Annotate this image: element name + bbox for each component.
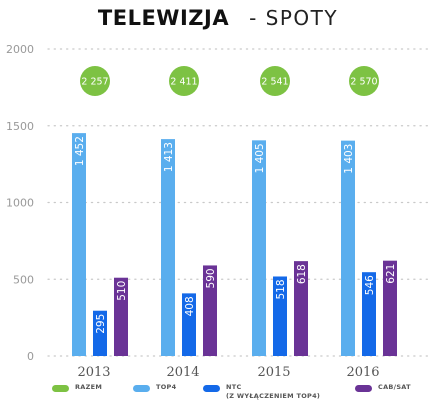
y-tick-label: 1000 xyxy=(6,197,34,210)
x-tick-label: 2014 xyxy=(166,365,199,380)
legend-label-ntc-line2: (Z WYŁĄCZENIEM TOP4) xyxy=(226,392,321,400)
y-tick-label: 2000 xyxy=(6,43,34,56)
bar xyxy=(182,293,196,356)
bar-value-label: 546 xyxy=(364,275,376,295)
total-badge xyxy=(349,66,379,96)
legend-swatch-top4 xyxy=(133,385,150,392)
legend-swatch-cabsat xyxy=(355,385,372,392)
bar-value-label: 590 xyxy=(205,268,217,288)
chart-title-main: TELEWIZJA xyxy=(97,6,230,30)
legend-item-top4: TOP4 xyxy=(133,383,176,392)
bar xyxy=(341,140,355,356)
bar xyxy=(273,276,287,356)
total-badge-label: 2 411 xyxy=(170,77,197,88)
bar-value-label: 518 xyxy=(275,279,287,299)
bar xyxy=(203,265,217,356)
y-tick-label: 1500 xyxy=(6,120,34,133)
bar-value-label: 1 452 xyxy=(74,136,86,166)
bar xyxy=(114,277,128,356)
x-tick-label: 2015 xyxy=(257,365,290,380)
x-tick-label: 2013 xyxy=(77,365,110,380)
chart-title-sub: - SPOTY xyxy=(249,6,339,30)
bar-value-label: 510 xyxy=(116,281,128,301)
legend-swatch-razem xyxy=(52,385,69,392)
bar-value-label: 1 405 xyxy=(254,143,266,173)
y-tick-label: 500 xyxy=(13,273,34,286)
bar xyxy=(252,140,266,356)
bar-value-label: 618 xyxy=(296,264,308,284)
total-badge-label: 2 570 xyxy=(350,77,377,88)
bar-value-label: 1 403 xyxy=(343,144,355,174)
legend-label-cabsat: CAB/SAT xyxy=(378,383,411,391)
bar xyxy=(93,310,107,356)
total-badge xyxy=(80,66,110,96)
legend-label-top4: TOP4 xyxy=(156,383,177,391)
bar xyxy=(383,260,397,356)
bar-value-label: 1 413 xyxy=(163,142,175,172)
legend-label-ntc-line1: NTC xyxy=(226,383,242,391)
bar-value-label: 408 xyxy=(184,296,196,316)
total-badge-label: 2 257 xyxy=(81,77,108,88)
legend-item-ntc: NTC (Z WYŁĄCZENIEM TOP4) xyxy=(203,383,320,401)
total-badge xyxy=(260,66,290,96)
bar-chart: 0 500 1000 1500 2000 2013 2014 2015 2016 1 452 1 4… xyxy=(6,43,431,380)
chart-title: TELEWIZJA - SPOTY xyxy=(0,6,436,30)
total-badge xyxy=(169,66,199,96)
legend-item-cabsat: CAB/SAT xyxy=(355,383,411,392)
bar xyxy=(72,133,86,356)
bar xyxy=(362,272,376,356)
x-tick-label: 2016 xyxy=(346,365,379,380)
chart-legend: RAZEM TOP4 NTC (Z WYŁĄCZENIEM TOP4) CAB/… xyxy=(0,383,436,410)
bar-value-label: 295 xyxy=(95,314,107,334)
y-tick-label: 0 xyxy=(27,350,34,363)
total-badge-label: 2 541 xyxy=(261,77,288,88)
legend-label-razem: RAZEM xyxy=(75,383,103,391)
legend-label-ntc: NTC (Z WYŁĄCZENIEM TOP4) xyxy=(226,383,320,401)
bar xyxy=(294,261,308,356)
legend-item-razem: RAZEM xyxy=(52,383,102,392)
bar-value-label: 621 xyxy=(385,264,397,284)
legend-swatch-ntc xyxy=(203,385,220,392)
bar xyxy=(161,139,175,356)
